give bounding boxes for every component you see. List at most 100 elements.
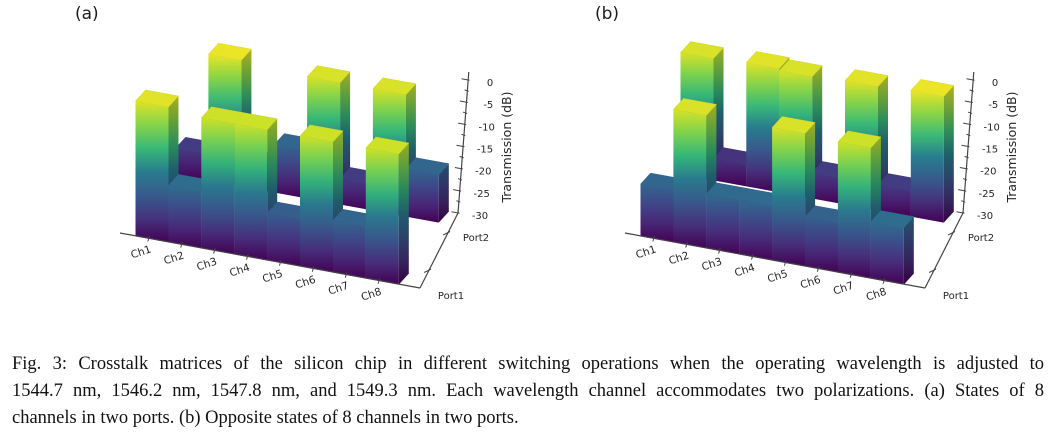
z-axis-tick — [962, 178, 968, 181]
x-tick-label: Ch2 — [162, 250, 185, 268]
caption-line-1: Fig. 3: Crosstalk matrices of the silico… — [12, 354, 1044, 374]
z-tick-label: -15 — [477, 145, 493, 156]
x-axis-tick — [344, 272, 348, 278]
x-tick-label: Ch1 — [634, 244, 657, 262]
x-axis-tick — [377, 278, 381, 284]
port-axis-tick — [928, 268, 937, 273]
z-tick-label: -25 — [473, 189, 489, 200]
x-tick-label: Ch8 — [865, 286, 888, 304]
z-axis-tick — [958, 189, 967, 192]
x-tick-label: Ch7 — [832, 280, 855, 298]
x-axis-tick — [652, 235, 655, 242]
figure-caption: Fig. 3: Crosstalk matrices of the silico… — [12, 351, 1044, 432]
z-axis-tick — [956, 211, 965, 214]
z-tick-label: -5 — [988, 100, 998, 111]
z-axis-line — [962, 71, 975, 214]
z-axis-tick — [456, 144, 465, 148]
z-tick-label: -20 — [475, 167, 491, 178]
z-tick-label: -25 — [978, 189, 994, 200]
x-axis-line — [119, 232, 421, 289]
x-tick-label: Ch4 — [733, 262, 757, 280]
z-axis-tick — [459, 155, 464, 159]
z-axis-line — [457, 71, 470, 214]
z-axis-tick — [967, 111, 973, 115]
x-axis-tick — [311, 266, 315, 272]
z-axis-tick — [462, 111, 468, 115]
z-tick-label: -5 — [483, 100, 493, 111]
z-tick-label: -10 — [478, 122, 494, 133]
z-axis-tick — [461, 78, 470, 81]
bar-Ch8-Port1 — [870, 210, 915, 285]
x-tick-label: Ch5 — [261, 268, 284, 286]
x-axis-tick — [882, 278, 886, 284]
z-axis-tick — [966, 133, 971, 137]
z-axis-tick — [966, 78, 975, 81]
z-axis-tick — [959, 166, 968, 170]
x-tick-label: Ch3 — [700, 256, 723, 274]
x-axis-tick — [180, 241, 183, 248]
z-axis-tick — [458, 122, 467, 126]
caption-line-3: channels in two ports. (b) Opposite stat… — [12, 408, 519, 428]
z-axis-tick — [961, 144, 970, 148]
crosstalk-3d-bar-chart-b: 0 -5 -10 -15 -20 -25 -30 Transmission (dB) Port1… — [624, 41, 1019, 304]
caption-line-2: 1544.7 nm, 1546.2 nm, 1547.8 nm, and 154… — [12, 381, 1044, 401]
port-axis-tick — [423, 268, 432, 273]
bar-Ch5-Port1 — [266, 201, 311, 267]
x-tick-label: Ch4 — [228, 262, 252, 280]
z-axis-tick — [964, 155, 969, 159]
bar-Ch8-Port1 — [365, 136, 410, 285]
bar-Ch5-Port1 — [771, 116, 816, 267]
z-axis-tick — [459, 100, 468, 103]
z-axis-tick — [461, 133, 466, 137]
bar-Ch4-Port1 — [233, 112, 278, 261]
z-axis-tick — [961, 200, 966, 203]
z-axis-tick — [964, 100, 973, 103]
x-axis-line — [624, 232, 926, 289]
x-axis-tick — [685, 241, 688, 248]
x-tick-label: Ch7 — [327, 280, 350, 298]
z-tick-label: -10 — [983, 122, 999, 133]
port-axis-tick — [442, 231, 451, 236]
z-tick-label: 0 — [992, 78, 998, 89]
z-tick-label: -30 — [977, 211, 993, 222]
z-axis-tick — [451, 211, 460, 214]
port-axis-line — [924, 212, 964, 289]
x-axis-tick — [213, 248, 216, 254]
x-tick-label: Ch2 — [667, 250, 690, 268]
panel-label-b: (b) — [595, 4, 620, 24]
z-axis-tick — [963, 122, 972, 126]
x-axis-tick — [147, 235, 150, 242]
z-axis-tick — [969, 89, 974, 92]
bar-Ch8-Port2 — [405, 157, 450, 223]
z-axis-tick — [457, 178, 463, 181]
port1-tick-label: Port1 — [943, 291, 969, 302]
x-axis-tick — [246, 254, 249, 260]
port2-tick-label: Port2 — [463, 233, 489, 244]
x-tick-label: Ch5 — [766, 268, 789, 286]
bar-Ch8-Port2 — [910, 79, 955, 223]
z-tick-label: 0 — [487, 78, 493, 89]
crosstalk-3d-bar-chart-a: 0 -5 -10 -15 -20 -25 -30 Transmission (dB) Port1… — [119, 42, 514, 304]
port1-tick-label: Port1 — [438, 291, 464, 302]
x-axis-tick — [783, 260, 787, 266]
x-axis-tick — [718, 248, 721, 254]
x-axis-tick — [278, 260, 282, 266]
z-tick-label: -20 — [980, 167, 996, 178]
port-axis-line — [419, 212, 459, 289]
z-axis-title: Transmission (dB) — [1004, 92, 1019, 204]
x-tick-label: Ch3 — [195, 256, 218, 274]
z-axis-tick — [454, 166, 463, 170]
x-axis-tick — [849, 272, 853, 278]
panel-label-a: (a) — [75, 4, 99, 24]
z-axis-tick — [456, 200, 461, 203]
x-axis-tick — [816, 266, 820, 272]
x-tick-label: Ch6 — [294, 274, 318, 292]
x-tick-label: Ch6 — [799, 274, 823, 292]
z-axis-title: Transmission (dB) — [499, 92, 514, 204]
z-axis-tick — [453, 189, 462, 192]
port2-tick-label: Port2 — [968, 233, 994, 244]
x-axis-tick — [751, 254, 754, 260]
z-tick-label: -15 — [982, 145, 998, 156]
z-axis-tick — [464, 89, 469, 92]
